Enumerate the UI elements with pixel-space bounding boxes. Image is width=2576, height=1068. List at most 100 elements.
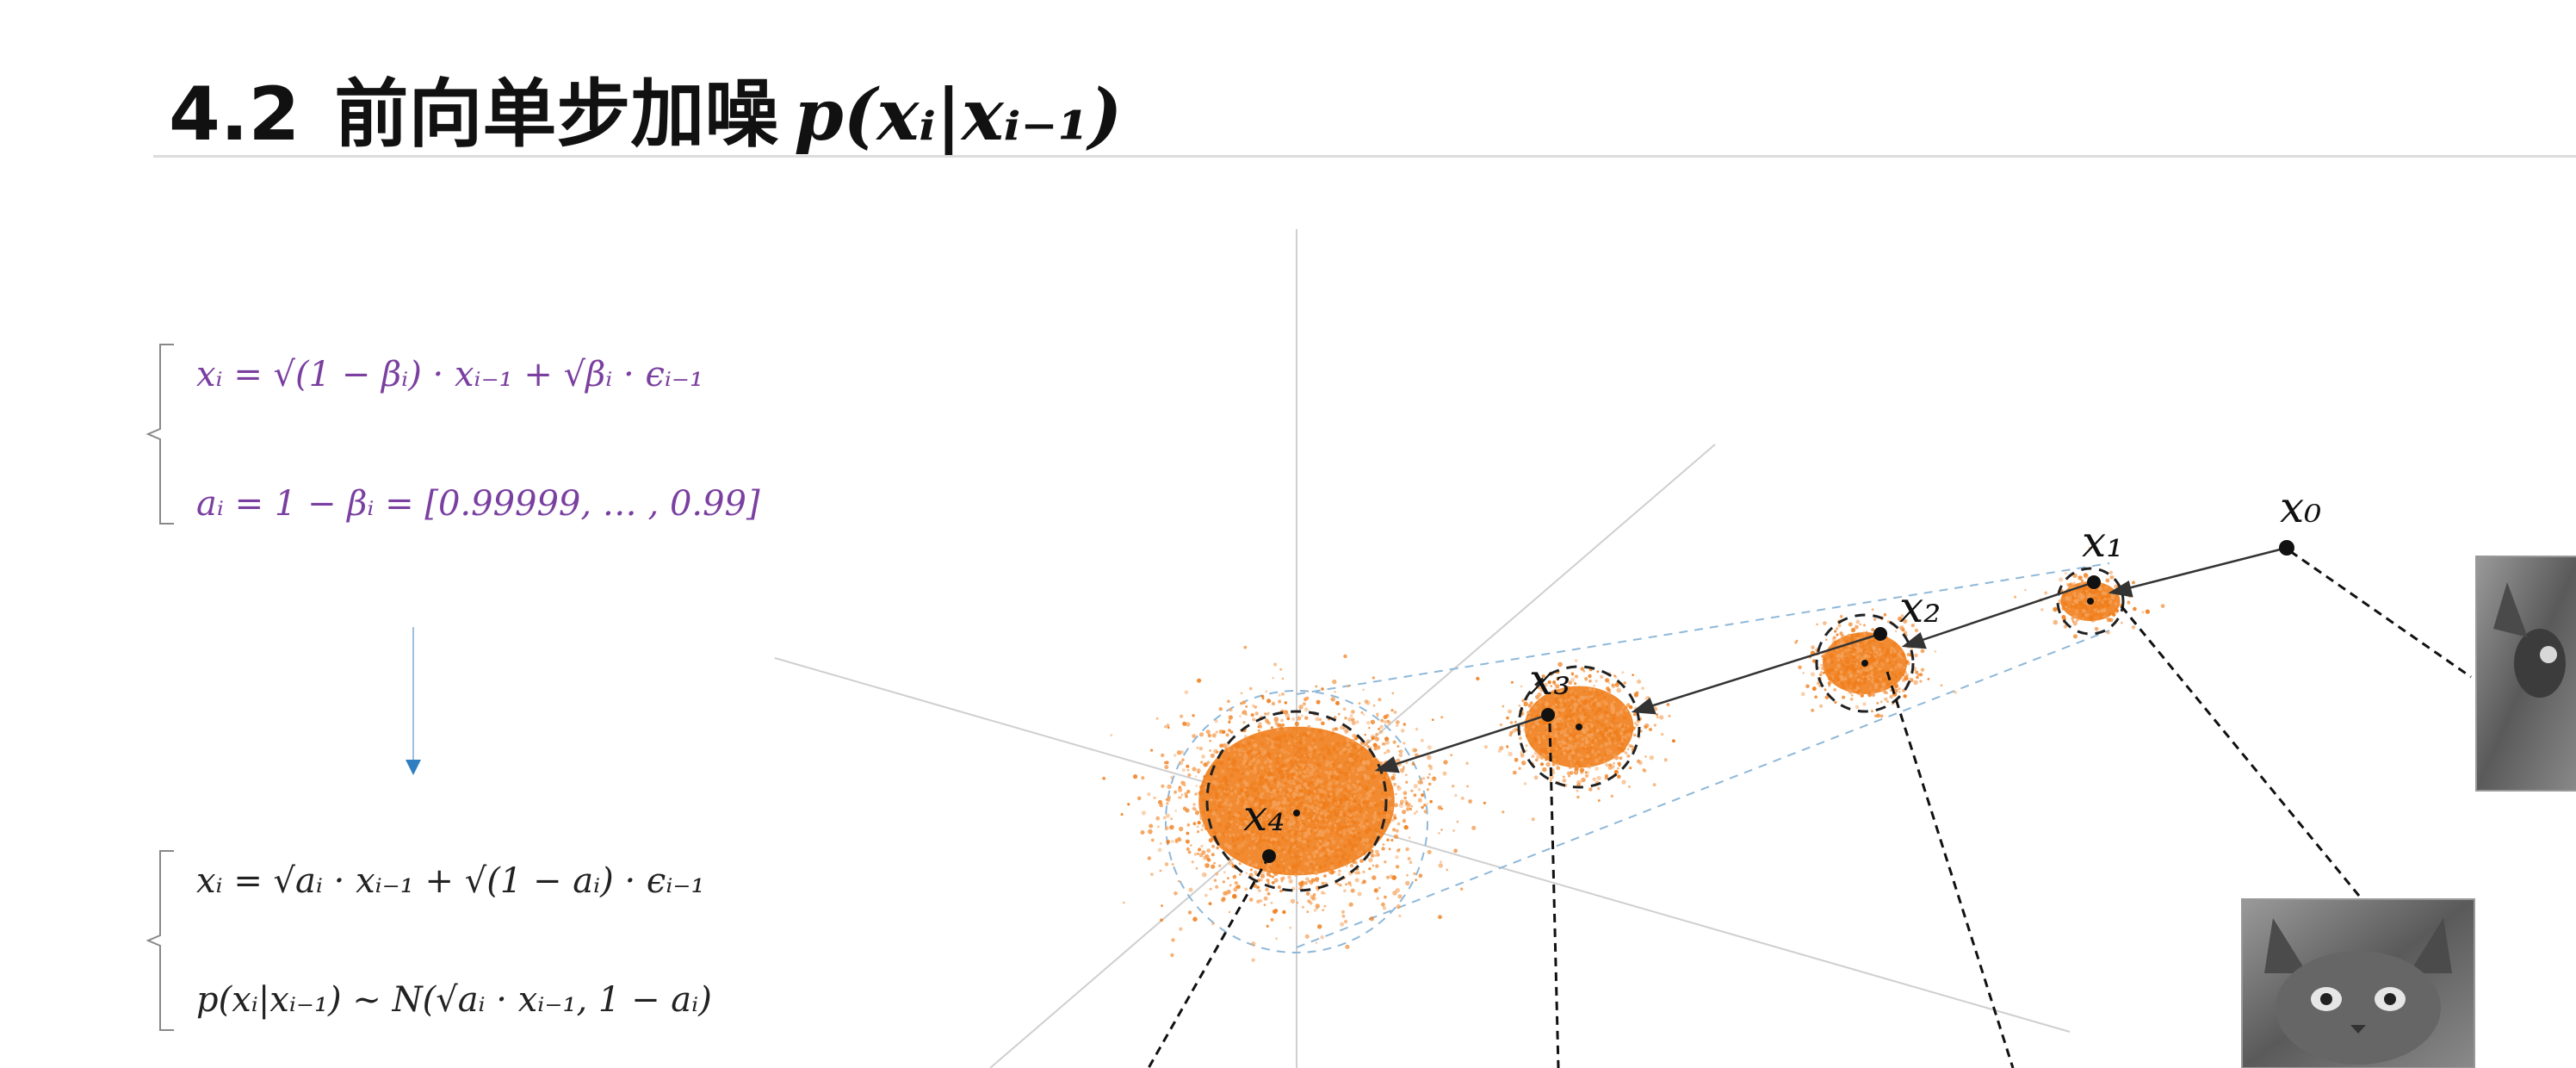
noise-sample bbox=[1384, 740, 1390, 745]
noise-sample bbox=[1266, 804, 1270, 807]
noise-sample bbox=[1570, 761, 1574, 765]
noise-sample bbox=[1182, 768, 1186, 772]
noise-sample bbox=[1848, 665, 1855, 670]
noise-sample bbox=[1297, 781, 1301, 785]
arrowhead-x4 bbox=[1374, 755, 1400, 773]
noise-sample bbox=[1421, 793, 1425, 798]
noise-sample bbox=[1514, 727, 1518, 730]
noise-sample bbox=[1228, 729, 1231, 732]
noise-sample bbox=[1295, 766, 1298, 770]
noise-sample bbox=[1279, 877, 1285, 881]
noise-sample bbox=[1270, 917, 1274, 922]
noise-sample bbox=[2096, 598, 2099, 600]
noise-sample bbox=[1630, 726, 1636, 731]
noise-sample bbox=[1236, 844, 1242, 849]
noise-sample bbox=[1339, 839, 1344, 844]
noise-sample bbox=[1231, 838, 1236, 843]
noise-sample bbox=[1583, 712, 1588, 717]
noise-sample bbox=[1596, 720, 1601, 724]
noise-sample bbox=[1197, 853, 1199, 855]
noise-sample bbox=[1886, 620, 1891, 624]
noise-sample bbox=[1335, 832, 1340, 835]
noise-sample bbox=[1403, 723, 1407, 726]
noise-sample bbox=[1315, 717, 1320, 722]
noise-sample bbox=[1446, 868, 1448, 872]
noise-sample bbox=[1298, 852, 1303, 857]
noise-sample bbox=[1286, 758, 1291, 762]
noise-sample bbox=[1920, 668, 1925, 672]
noise-sample bbox=[1851, 670, 1855, 674]
noise-sample bbox=[1866, 649, 1869, 653]
noise-sample bbox=[1221, 803, 1224, 806]
noise-sample bbox=[1229, 884, 1232, 887]
noise-sample bbox=[1285, 713, 1291, 718]
noise-sample bbox=[1239, 873, 1242, 876]
noise-sample bbox=[1567, 725, 1571, 730]
noise-sample bbox=[1365, 796, 1370, 801]
noise-sample bbox=[1281, 733, 1287, 739]
noise-sample bbox=[1387, 796, 1392, 801]
noise-sample bbox=[1285, 767, 1288, 770]
noise-sample bbox=[1336, 703, 1339, 705]
noise-sample bbox=[1266, 808, 1270, 813]
noise-sample bbox=[1866, 641, 1871, 646]
noise-sample bbox=[1317, 781, 1321, 785]
noise-sample bbox=[1302, 736, 1306, 740]
noise-sample bbox=[2097, 587, 2102, 592]
noise-sample bbox=[1343, 786, 1348, 792]
noise-sample bbox=[1587, 723, 1591, 728]
noise-sample bbox=[1954, 690, 1957, 694]
noise-sample bbox=[1295, 785, 1300, 790]
noise-sample bbox=[1180, 796, 1182, 799]
noise-sample bbox=[1332, 746, 1337, 751]
noise-sample bbox=[1202, 798, 1205, 802]
noise-sample bbox=[1291, 851, 1297, 856]
noise-sample bbox=[1349, 841, 1353, 846]
noise-sample bbox=[2108, 600, 2113, 605]
noise-sample bbox=[1294, 760, 1297, 763]
noise-sample bbox=[1853, 661, 1856, 664]
noise-sample bbox=[1346, 761, 1351, 766]
noise-sample bbox=[1605, 703, 1608, 705]
noise-sample bbox=[1246, 828, 1250, 832]
noise-sample bbox=[1561, 719, 1564, 723]
noise-sample bbox=[1381, 792, 1384, 795]
noise-sample bbox=[1303, 773, 1306, 776]
noise-sample bbox=[1373, 888, 1378, 893]
noise-sample bbox=[2024, 588, 2027, 592]
noise-sample bbox=[1274, 860, 1279, 863]
noise-sample bbox=[1368, 867, 1372, 871]
noise-sample bbox=[1409, 807, 1412, 811]
noise-sample bbox=[1278, 787, 1280, 790]
noise-sample bbox=[1362, 800, 1366, 804]
noise-sample bbox=[1179, 761, 1184, 766]
noise-sample bbox=[1623, 730, 1627, 735]
noise-sample bbox=[1842, 676, 1847, 680]
noise-sample bbox=[1370, 854, 1374, 858]
noise-sample bbox=[2105, 603, 2109, 608]
noise-sample bbox=[1303, 707, 1309, 712]
noise-sample bbox=[1287, 849, 1292, 854]
noise-sample bbox=[1362, 870, 1365, 874]
noise-sample bbox=[1291, 830, 1295, 833]
noise-sample bbox=[1585, 717, 1588, 720]
noise-sample bbox=[1195, 866, 1198, 870]
noise-sample bbox=[1389, 785, 1394, 791]
noise-sample bbox=[1320, 737, 1324, 742]
noise-sample bbox=[1186, 831, 1190, 835]
noise-sample bbox=[1196, 825, 1199, 829]
noise-sample bbox=[1533, 705, 1539, 711]
noise-sample bbox=[2078, 606, 2081, 610]
noise-sample bbox=[1855, 705, 1860, 710]
noise-sample bbox=[1556, 727, 1561, 731]
noise-sample bbox=[1855, 662, 1859, 666]
noise-sample bbox=[1190, 844, 1192, 847]
noise-sample bbox=[1547, 680, 1551, 685]
noise-sample bbox=[1282, 910, 1286, 915]
noise-sample bbox=[1240, 702, 1243, 705]
noise-sample bbox=[1257, 821, 1262, 825]
noise-sample bbox=[1836, 676, 1841, 682]
noise-sample bbox=[1540, 756, 1545, 761]
noise-sample bbox=[1864, 650, 1867, 654]
noise-sample bbox=[1246, 751, 1250, 755]
